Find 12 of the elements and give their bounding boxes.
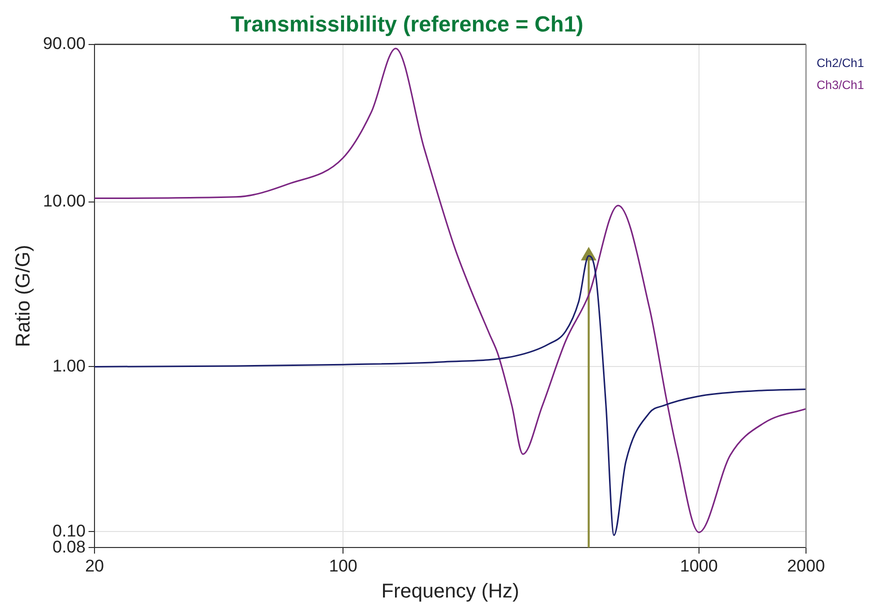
x-tick-label: 20 — [85, 556, 104, 576]
x-tick-label: 100 — [329, 556, 358, 576]
y-tick-label: 90.00 — [42, 34, 86, 54]
y-tick-label: 1.00 — [52, 356, 86, 376]
chart-title: Transmissibility (reference = Ch1) — [230, 11, 584, 36]
y-axis-title: Ratio (G/G) — [12, 244, 35, 348]
x-axis-title: Frequency (Hz) — [381, 580, 520, 603]
x-tick-label: 1000 — [680, 556, 718, 576]
y-tick-label: 10.00 — [42, 191, 86, 210]
text: Ch2/Ch1 — [816, 55, 864, 72]
x-tick-label: 2000 — [787, 556, 825, 576]
text: Ch3/Ch1 — [816, 77, 864, 94]
